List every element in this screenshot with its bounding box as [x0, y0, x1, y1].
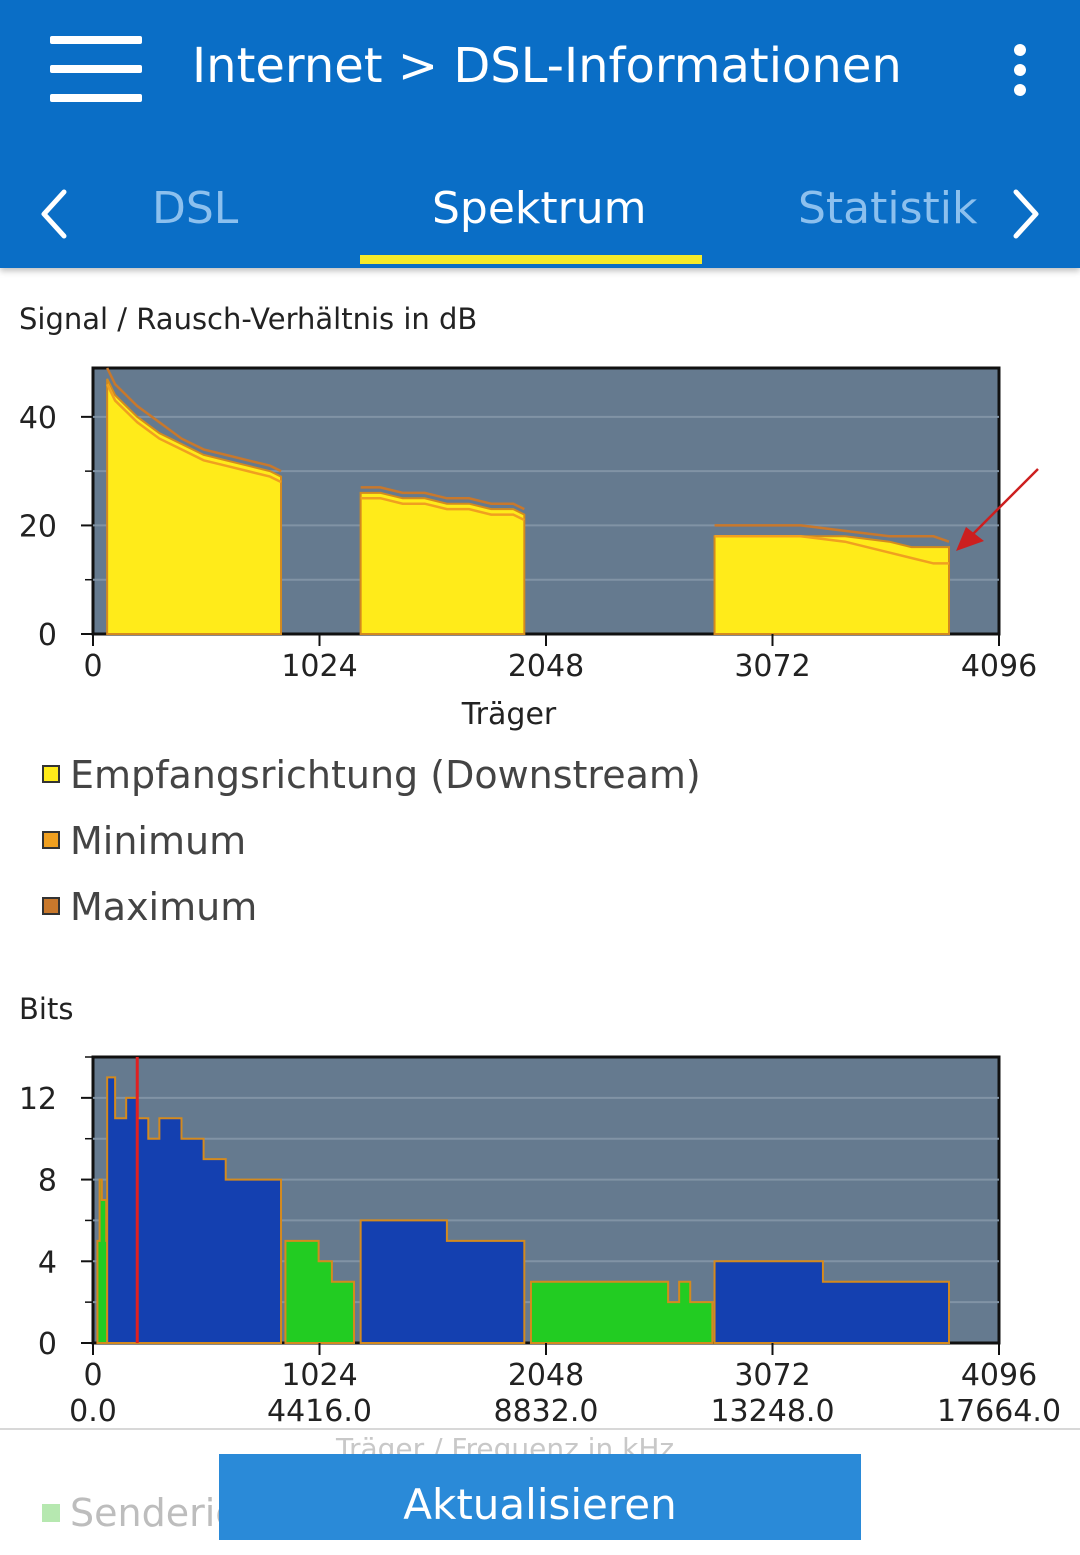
legend-label-minimum: Minimum: [70, 819, 247, 863]
bits-y-tick-label: 0: [38, 1327, 57, 1362]
snr-maximum-line-1: [360, 486, 525, 511]
bits-x-tick-label: 1024: [281, 1358, 357, 1393]
bits-y-tick-label: 4: [38, 1245, 57, 1280]
snr-chart-title: Signal / Rausch-Verhältnis in dB: [19, 302, 478, 336]
tab-spektrum[interactable]: Spektrum: [432, 183, 647, 234]
snr-series: [106, 367, 951, 635]
bottom-divider: [0, 1428, 1080, 1430]
annotation-arrow: [961, 468, 1039, 546]
bits-x-tick-label: 3072: [734, 1358, 810, 1393]
snr-minimum-line-0: [106, 383, 282, 484]
legend-label-upstream: Senderic: [70, 1491, 237, 1535]
bits-x-khz-label: 13248.0: [710, 1394, 834, 1429]
legend-swatch-minimum: [42, 831, 60, 849]
bits-upstream-area-1: [284, 1239, 356, 1344]
legend-swatch-upstream: [42, 1504, 60, 1522]
bits-x-khz-label: 0.0: [69, 1394, 117, 1429]
bits-chart: 00.010244416.020488832.0307213248.040961…: [19, 1055, 1061, 1429]
snr-x-tick-label: 1024: [281, 649, 357, 684]
snr-x-axis-label: Träger: [461, 697, 557, 732]
snr-x-tick-label: 3072: [734, 649, 810, 684]
bits-x-tick-label: 0: [83, 1358, 102, 1393]
bits-axes: 00.010244416.020488832.0307213248.040961…: [19, 1056, 1061, 1429]
bits-series: [96, 1057, 951, 1344]
bits-x-khz-label: 4416.0: [267, 1394, 372, 1429]
legend-label-maximum: Maximum: [70, 885, 258, 929]
bits-upstream-area-2: [529, 1280, 714, 1344]
snr-y-tick-label: 20: [19, 509, 57, 544]
snr-downstream-area-1: [359, 491, 526, 635]
snr-maximum-line-2: [714, 524, 950, 543]
snr-chart: 0 1024 2048 3072 4096 0 20 40 Träger: [19, 366, 1039, 732]
snr-minimum-line-2: [714, 535, 950, 565]
bits-chart-title: Bits: [19, 992, 74, 1026]
bits-y-tick-label: 12: [19, 1082, 57, 1117]
snr-x-tick-label: 2048: [508, 649, 584, 684]
tab-statistik[interactable]: Statistik: [798, 183, 978, 234]
bits-downstream-area-2: [713, 1260, 951, 1344]
legend-swatch-maximum: [42, 897, 60, 915]
snr-x-tick-label: 4096: [961, 649, 1037, 684]
snr-x-tick-label: 0: [83, 649, 102, 684]
legend-label-downstream: Empfangsrichtung (Downstream): [70, 753, 701, 797]
app-bar: Internet > DSL-Informationen DSL Spektru…: [0, 0, 1080, 268]
chevron-right-icon[interactable]: [1004, 186, 1044, 242]
legend-swatch-downstream: [42, 765, 60, 783]
snr-maximum-line-0: [106, 367, 282, 473]
snr-minimum-line-1: [360, 497, 525, 522]
more-vert-icon[interactable]: [1000, 40, 1040, 100]
snr-downstream-area-2: [713, 535, 951, 635]
bits-x-khz-label: 17664.0: [937, 1394, 1061, 1429]
snr-y-tick-label: 40: [19, 401, 57, 436]
page-title: Internet > DSL-Informationen: [192, 38, 902, 94]
tab-indicator: [360, 255, 702, 264]
bits-x-tick-label: 2048: [508, 1358, 584, 1393]
bits-upstream-area-0: [96, 1178, 109, 1344]
snr-y-tick-label: 0: [38, 618, 57, 653]
bits-y-tick-label: 8: [38, 1164, 57, 1199]
aktualisieren-button[interactable]: Aktualisieren: [219, 1454, 861, 1540]
tab-dsl[interactable]: DSL: [152, 183, 239, 234]
chevron-left-icon[interactable]: [36, 186, 76, 242]
annotation-arrowhead: [956, 527, 984, 551]
snr-axes: 0 1024 2048 3072 4096 0 20 40 Träger: [19, 401, 1037, 732]
bits-x-tick-label: 4096: [961, 1358, 1037, 1393]
bits-downstream-area-0: [106, 1076, 283, 1344]
bits-x-khz-label: 8832.0: [494, 1394, 599, 1429]
bits-downstream-area-1: [359, 1219, 526, 1344]
snr-downstream-area-0: [106, 378, 283, 635]
hamburger-menu-icon[interactable]: [50, 36, 142, 102]
